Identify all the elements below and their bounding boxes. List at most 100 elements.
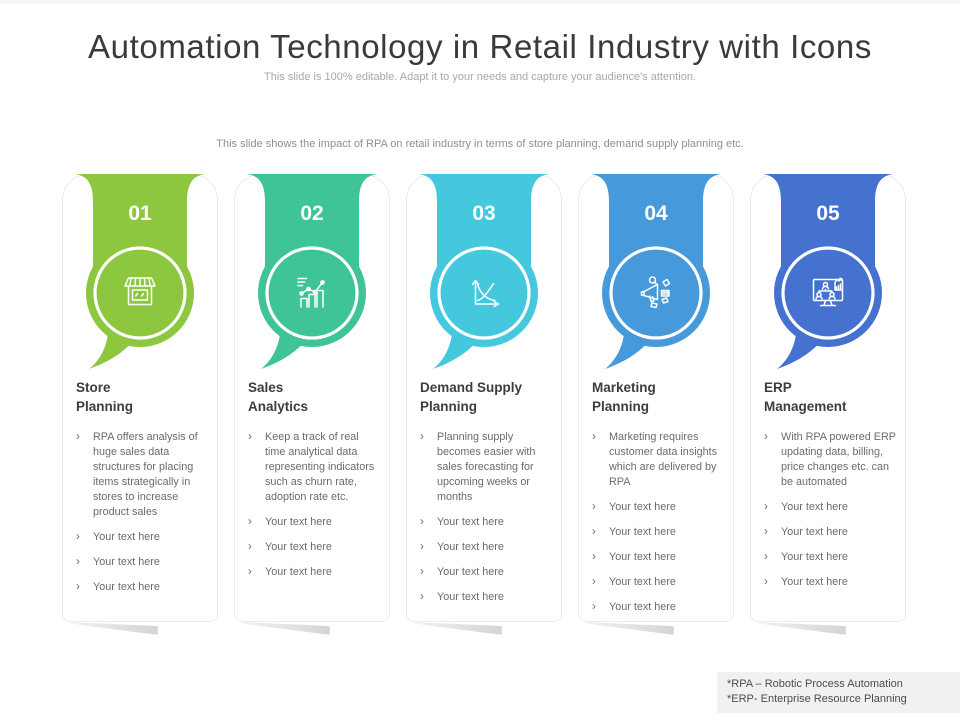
- icon-ring: [265, 246, 359, 340]
- bullet-item: › Your text here: [764, 575, 896, 590]
- bullet-list: › Marketing requires customer data insigh…: [592, 430, 724, 614]
- bullet-list: › RPA offers analysis of huge sales data …: [76, 430, 208, 594]
- chevron-bullet-icon: ›: [764, 525, 768, 538]
- chevron-bullet-icon: ›: [248, 565, 252, 578]
- megaphone-icon: [640, 276, 671, 309]
- ribbon-banner: 02: [247, 174, 377, 369]
- subtitle: This slide is 100% editable. Adapt it to…: [264, 71, 696, 83]
- bullet-list: › Planning supply becomes easier with sal…: [420, 430, 552, 604]
- storefront-icon: [124, 277, 156, 306]
- chevron-bullet-icon: ›: [592, 525, 596, 538]
- bullet-item: › Your text here: [592, 550, 724, 565]
- chevron-bullet-icon: ›: [420, 540, 424, 553]
- bullet-item: › Your text here: [76, 530, 208, 545]
- bullet-text: Your text here: [265, 540, 332, 553]
- bullet-text: Your text here: [781, 575, 848, 588]
- icon-ring: [609, 246, 703, 340]
- ribbon-banner: 01: [75, 174, 205, 369]
- bullet-text: Your text here: [781, 500, 848, 513]
- process-columns: 01 Store Planning › RPA offers analysis of …: [62, 174, 906, 622]
- ribbon-banner: 05: [763, 174, 893, 369]
- chevron-bullet-icon: ›: [420, 515, 424, 528]
- bullet-text: Marketing requires customer data insight…: [609, 431, 718, 488]
- bullet-text: Your text here: [437, 565, 504, 578]
- bullet-text: Your text here: [609, 550, 676, 563]
- card-erp-management: 05 ERP Management › With RPA powered ERP up…: [750, 174, 906, 622]
- bullet-text: Your text here: [781, 525, 848, 538]
- chevron-bullet-icon: ›: [76, 431, 80, 444]
- bar-chart-trend-icon: [297, 277, 325, 308]
- bullet-text: Your text here: [265, 565, 332, 578]
- bullet-item: › Your text here: [420, 590, 552, 605]
- bullet-item: › Your text here: [764, 500, 896, 515]
- chevron-bullet-icon: ›: [764, 575, 768, 588]
- erp-monitor-icon: [812, 277, 844, 307]
- chevron-bullet-icon: ›: [248, 431, 252, 444]
- bullet-item: › Marketing requires customer data insigh…: [592, 430, 724, 490]
- bullet-text: Your text here: [437, 515, 504, 528]
- card-store-planning: 01 Store Planning › RPA offers analysis of …: [62, 174, 218, 622]
- bullet-item: › Your text here: [248, 565, 380, 580]
- bullet-item: › Your text here: [76, 580, 208, 595]
- chevron-bullet-icon: ›: [592, 575, 596, 588]
- bullet-item: › Your text here: [592, 600, 724, 615]
- bullet-text: Your text here: [781, 550, 848, 563]
- bullet-item: › With RPA powered ERP updating data, bil…: [764, 430, 896, 490]
- bullet-item: › Your text here: [592, 575, 724, 590]
- bullet-text: Your text here: [93, 580, 160, 593]
- icon-ring: [437, 246, 531, 340]
- bullet-text: Your text here: [265, 515, 332, 528]
- card-title: Marketing Planning: [592, 380, 656, 415]
- step-number: 05: [816, 202, 840, 225]
- bullet-list: › With RPA powered ERP updating data, bil…: [764, 430, 896, 589]
- chevron-bullet-icon: ›: [76, 530, 80, 543]
- chevron-bullet-icon: ›: [420, 590, 424, 603]
- ribbon-banner: 03: [419, 174, 549, 369]
- bullet-item: › Your text here: [764, 525, 896, 540]
- bullet-text: Your text here: [93, 555, 160, 568]
- step-number: 02: [300, 202, 323, 225]
- chevron-bullet-icon: ›: [592, 550, 596, 563]
- bullet-item: › Your text here: [592, 500, 724, 515]
- bullet-text: Your text here: [93, 530, 160, 543]
- bullet-item: › Your text here: [248, 515, 380, 530]
- card-title: ERP Management: [764, 380, 847, 415]
- bullet-text: Keep a track of real time analytical dat…: [265, 431, 375, 503]
- chevron-bullet-icon: ›: [592, 431, 596, 444]
- chevron-bullet-icon: ›: [764, 431, 768, 444]
- bullet-item: › Planning supply becomes easier with sal…: [420, 430, 552, 504]
- page-title: Automation Technology in Retail Industry…: [88, 28, 872, 65]
- caption: This slide shows the impact of RPA on re…: [216, 138, 744, 150]
- chevron-bullet-icon: ›: [248, 515, 252, 528]
- step-number: 04: [644, 202, 668, 225]
- card-marketing-planning: 04 Marketing Planning › Marketing requires …: [578, 174, 734, 622]
- card-title: Demand Supply Planning: [420, 380, 523, 415]
- bullet-item: › Your text here: [420, 515, 552, 530]
- supply-demand-curve-icon: [471, 279, 500, 308]
- chevron-bullet-icon: ›: [592, 600, 596, 613]
- bullet-item: › Your text here: [76, 555, 208, 570]
- ribbon-banner: 04: [591, 174, 721, 369]
- footnote: *RPA – Robotic Process Automation *ERP- …: [717, 672, 960, 713]
- chevron-bullet-icon: ›: [420, 565, 424, 578]
- chevron-bullet-icon: ›: [420, 431, 424, 444]
- bullet-text: Your text here: [609, 600, 676, 613]
- icon-ring: [781, 246, 875, 340]
- bullet-text: Your text here: [609, 575, 676, 588]
- bullet-item: › Your text here: [764, 550, 896, 565]
- chevron-bullet-icon: ›: [764, 500, 768, 513]
- bullet-text: RPA offers analysis of huge sales data s…: [93, 431, 198, 518]
- chevron-bullet-icon: ›: [248, 540, 252, 553]
- bullet-text: Your text here: [609, 500, 676, 513]
- card-demand-supply-planning: 03 Demand Supply Planning › Planning supply…: [406, 174, 562, 622]
- icon-ring: [93, 246, 187, 340]
- bullet-list: › Keep a track of real time analytical da…: [248, 430, 380, 579]
- bullet-text: Planning supply becomes easier with sale…: [437, 431, 536, 503]
- step-number: 03: [472, 202, 495, 225]
- card-title: Store Planning: [76, 380, 133, 415]
- bullet-text: With RPA powered ERP updating data, bill…: [781, 431, 896, 488]
- bullet-item: › Your text here: [420, 540, 552, 555]
- card-sales-analytics: 02 Sales Analytics › Keep a track of real t…: [234, 174, 390, 622]
- bullet-item: › Your text here: [420, 565, 552, 580]
- chevron-bullet-icon: ›: [592, 500, 596, 513]
